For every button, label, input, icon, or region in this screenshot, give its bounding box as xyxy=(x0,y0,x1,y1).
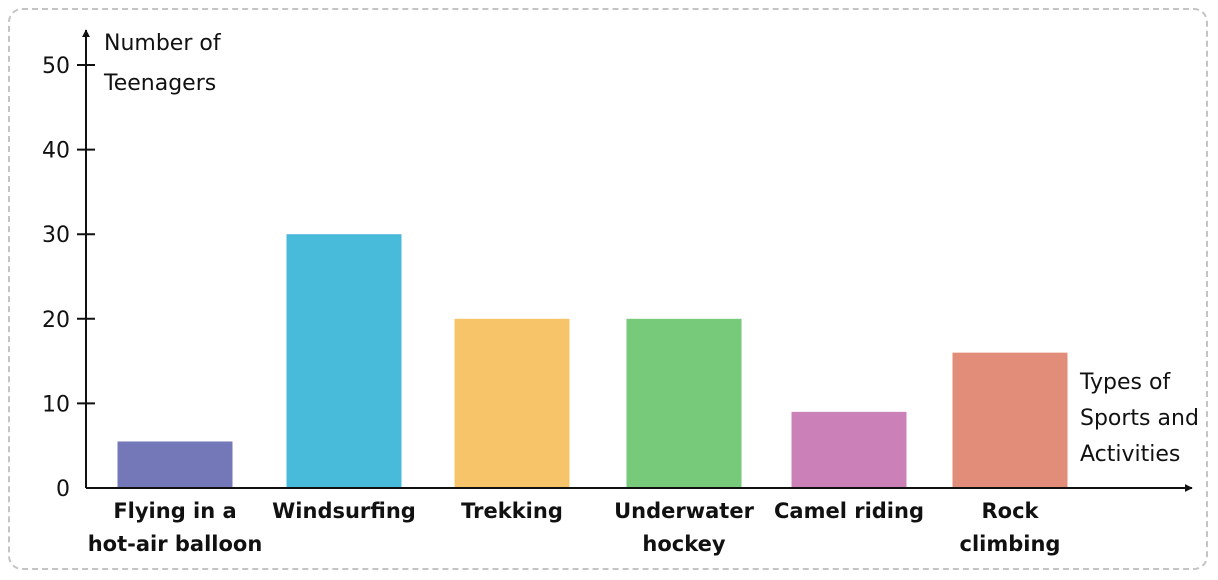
y-tick-label-2: 20 xyxy=(42,308,70,333)
category-label-2: Trekking xyxy=(461,499,563,523)
bar-2 xyxy=(454,318,570,488)
y-tick-label-1: 10 xyxy=(42,392,70,417)
category-label-5: Rock climbing xyxy=(960,499,1061,556)
category-label-4: Camel riding xyxy=(774,499,924,523)
category-label-0: Flying in a hot-air balloon xyxy=(88,499,263,556)
bars-group xyxy=(117,234,1068,488)
axes-group xyxy=(82,29,1193,492)
y-ticks-group: 0 10 20 30 40 50 xyxy=(42,54,95,502)
y-tick-label-4: 40 xyxy=(42,139,70,164)
bar-1 xyxy=(286,234,402,488)
bar-5 xyxy=(952,352,1068,488)
bar-3 xyxy=(626,318,742,488)
chart-frame xyxy=(8,8,1208,570)
y-axis-title: Number of Teenagers xyxy=(103,31,222,96)
category-label-3: Underwater hockey xyxy=(614,499,754,556)
x-axis-title: Types of Sports and Activities xyxy=(1079,370,1199,467)
bar-0 xyxy=(117,441,233,488)
category-labels-group: Flying in a hot-air balloon Windsurfing Tre… xyxy=(88,499,1061,556)
category-label-1: Windsurfing xyxy=(272,499,416,523)
y-tick-label-0: 0 xyxy=(56,477,70,502)
y-tick-label-5: 50 xyxy=(42,54,70,79)
bar-4 xyxy=(791,411,907,488)
y-tick-label-3: 30 xyxy=(42,223,70,248)
